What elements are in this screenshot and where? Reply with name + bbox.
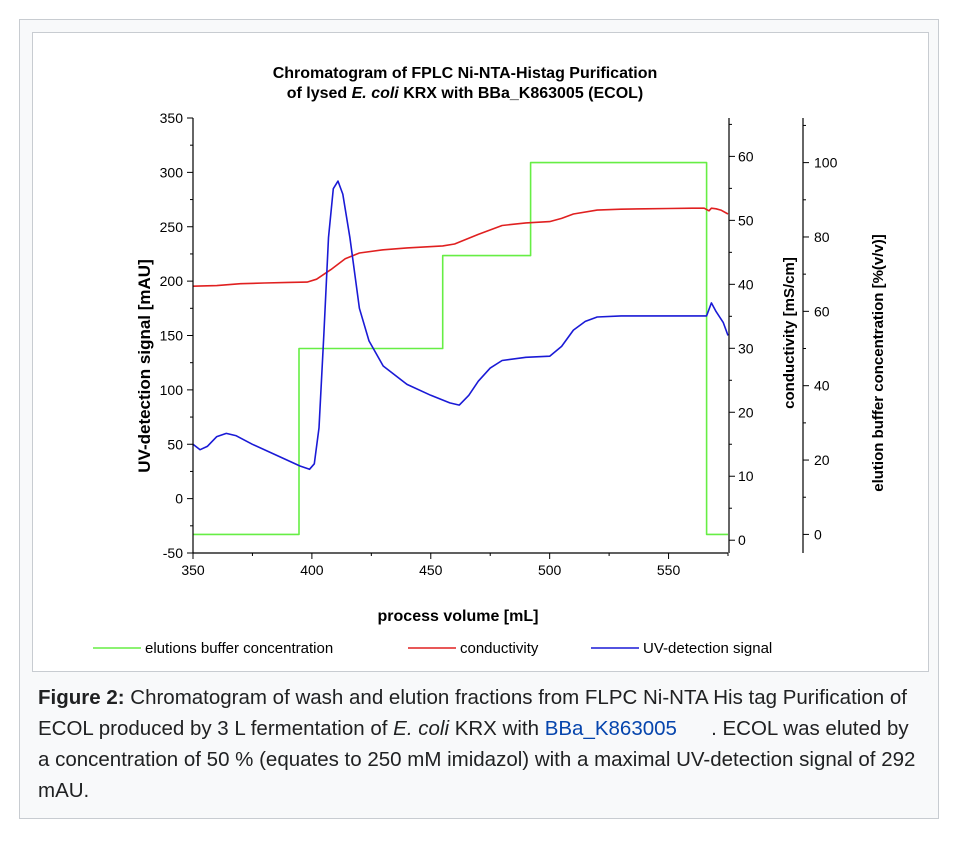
chart-title-line-2: of lysed E. coli KRX with BBa_K863005 (E… — [287, 85, 644, 102]
x-tick-label: 450 — [419, 562, 443, 578]
biobrick-link[interactable]: BBa_K863005 — [544, 717, 677, 740]
right-axis-label-elution-buffer: elution buffer concentration [%(v/v)] — [870, 234, 887, 492]
caption-text-part-2: KRX with — [449, 717, 545, 740]
conductivity-tick-label: 10 — [738, 468, 754, 484]
x-axis-label: process volume [mL] — [378, 608, 539, 625]
caption-italic-organism: E. coli — [393, 717, 449, 740]
elution-tick-label: 100 — [814, 155, 838, 171]
legend-label-conductivity: conductivity — [460, 640, 539, 657]
elution-tick-label: 0 — [814, 526, 822, 542]
left-tick-label: 100 — [160, 382, 184, 398]
series-line-right2 — [193, 161, 728, 536]
conductivity-tick-label: 20 — [738, 404, 754, 420]
x-tick-label: 550 — [657, 562, 681, 578]
left-tick-label: 150 — [160, 328, 184, 344]
conductivity-tick-label: 40 — [738, 276, 754, 292]
left-tick-label: -50 — [163, 545, 183, 561]
legend: elutions buffer concentration conductivi… — [93, 640, 772, 657]
legend-label-uv-signal: UV-detection signal — [643, 640, 772, 657]
left-tick-label: 200 — [160, 273, 184, 289]
legend-label-elution-buffer: elutions buffer concentration — [145, 640, 333, 657]
left-axis-label: UV-detection signal [mAU] — [135, 259, 154, 472]
right-axis-label-conductivity: conductivity [mS/cm] — [781, 257, 798, 409]
conductivity-tick-label: 30 — [738, 340, 754, 356]
x-tick-label: 500 — [538, 562, 562, 578]
left-tick-label: 50 — [167, 436, 183, 452]
elution-tick-label: 80 — [814, 229, 830, 245]
caption-label: Figure 2: — [38, 686, 125, 709]
left-tick-label: 250 — [160, 219, 184, 235]
left-tick-label: 350 — [160, 110, 184, 126]
x-tick-label: 350 — [181, 562, 205, 578]
left-tick-label: 0 — [175, 491, 183, 507]
x-tick-label: 400 — [300, 562, 324, 578]
chromatogram-chart: Chromatogram of FPLC Ni-NTA-Histag Purif… — [93, 65, 887, 657]
series-line-right1 — [192, 207, 729, 287]
conductivity-tick-label: 50 — [738, 212, 754, 228]
figure-caption: Figure 2: Chromatogram of wash and eluti… — [38, 682, 922, 806]
elution-tick-label: 40 — [814, 378, 830, 394]
figure-container: Chromatogram of FPLC Ni-NTA-Histag Purif… — [19, 19, 939, 819]
chart-frame: Chromatogram of FPLC Ni-NTA-Histag Purif… — [32, 32, 929, 672]
elution-tick-label: 60 — [814, 303, 830, 319]
elution-tick-label: 20 — [814, 452, 830, 468]
conductivity-tick-label: 0 — [738, 532, 746, 548]
caption-text-part-1: Chromatogram of wash and elution fractio… — [38, 686, 907, 740]
chart-title-line-1: Chromatogram of FPLC Ni-NTA-Histag Purif… — [273, 65, 658, 82]
series-line-left — [192, 180, 729, 471]
caption-text-part-3: . ECOL was eluted by a concentration of … — [38, 717, 922, 802]
left-tick-label: 300 — [160, 164, 184, 180]
conductivity-tick-label: 60 — [738, 148, 754, 164]
